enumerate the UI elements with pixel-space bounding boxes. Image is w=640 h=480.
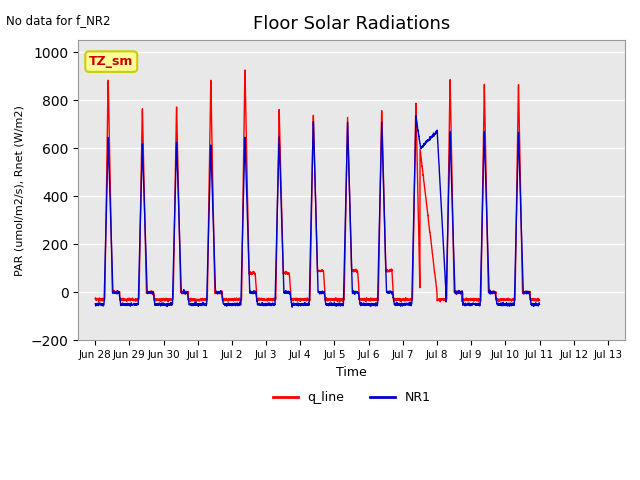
- Line: NR1: NR1: [95, 116, 540, 307]
- q_line: [436, 299, 444, 305]
- q_line: [189, 297, 197, 303]
- Title: Floor Solar Radiations: Floor Solar Radiations: [253, 15, 450, 33]
- Legend: q_line, NR1: q_line, NR1: [268, 386, 435, 409]
- NR1: [412, 113, 420, 119]
- NR1: [383, 290, 391, 296]
- q_line: [116, 298, 124, 303]
- q_line: [383, 267, 391, 273]
- NR1: [116, 298, 124, 303]
- q_line: [437, 296, 445, 301]
- NR1: [437, 199, 445, 204]
- NR1: [92, 301, 99, 307]
- Text: No data for f_NR2: No data for f_NR2: [6, 14, 111, 27]
- NR1: [152, 302, 160, 308]
- q_line: [152, 298, 160, 304]
- NR1: [189, 301, 197, 307]
- q_line: [241, 67, 249, 73]
- NR1: [536, 302, 543, 308]
- NR1: [289, 304, 296, 310]
- q_line: [92, 296, 99, 301]
- Line: q_line: q_line: [95, 70, 540, 302]
- q_line: [447, 94, 454, 99]
- NR1: [447, 142, 454, 148]
- Y-axis label: PAR (umol/m2/s), Rnet (W/m2): PAR (umol/m2/s), Rnet (W/m2): [15, 105, 25, 276]
- Text: TZ_sm: TZ_sm: [89, 55, 134, 68]
- X-axis label: Time: Time: [336, 366, 367, 379]
- q_line: [536, 298, 543, 303]
